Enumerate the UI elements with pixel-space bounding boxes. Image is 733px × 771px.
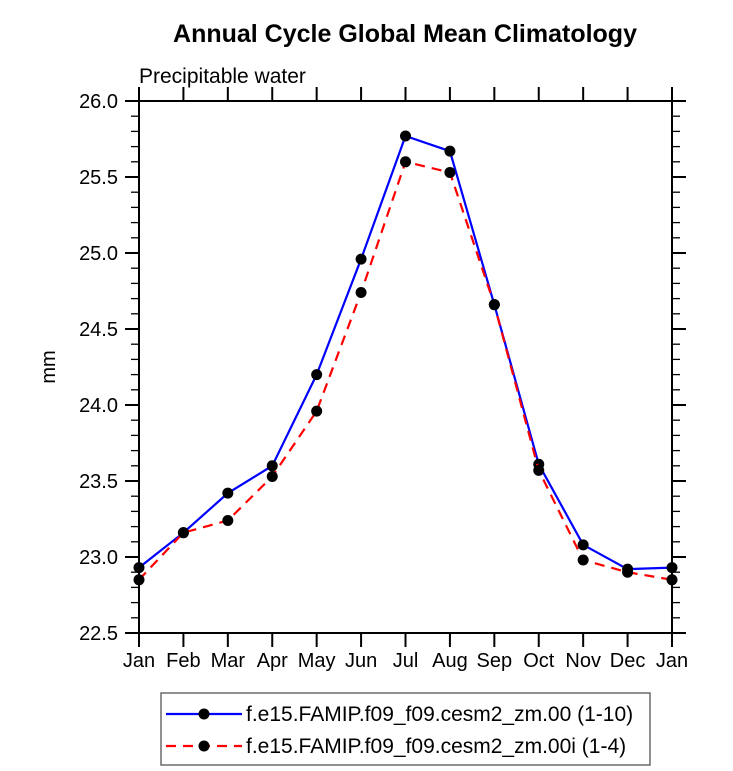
x-tick-label: Jan — [656, 650, 688, 672]
series-line-1 — [138, 160, 673, 581]
series-1-marker — [355, 287, 367, 299]
x-tick-label: Jan — [123, 650, 155, 672]
y-tick-label: 24.5 — [79, 319, 118, 341]
x-tick-label: Jun — [345, 650, 377, 672]
series-0-marker — [400, 130, 411, 142]
x-tick-label: Nov — [565, 650, 601, 672]
series-1-marker — [266, 470, 278, 482]
x-tick-label: May — [298, 650, 336, 672]
series-1-marker — [533, 464, 545, 476]
chart-subtitle: Precipitable water — [139, 65, 306, 88]
series-0-marker — [444, 145, 456, 157]
x-tick-label: Dec — [610, 650, 646, 672]
series-1-marker — [666, 574, 678, 586]
legend-marker-1 — [198, 740, 210, 752]
series-1-marker — [488, 299, 500, 311]
legend-group: f.e15.FAMIP.f09_f09.cesm2_zm.00 (1-10) f.… — [160, 692, 651, 766]
series-0-marker — [355, 253, 367, 265]
series-1-marker — [622, 566, 634, 578]
y-tick-label: 26.0 — [79, 91, 118, 113]
series-1-marker — [222, 515, 234, 527]
series-0-marker — [133, 562, 145, 574]
series-1-marker — [133, 574, 145, 586]
plot-box — [138, 100, 673, 634]
x-tick-label: Jul — [393, 650, 419, 672]
y-tick-label: 23.0 — [79, 547, 118, 569]
series-line-0 — [138, 134, 673, 571]
x-tick-label: Oct — [523, 650, 555, 672]
y-axis-label: mm — [38, 350, 60, 383]
series-group — [133, 130, 678, 586]
series-0-marker — [222, 487, 234, 499]
y-tick-label: 25.0 — [79, 243, 118, 265]
legend-label-1: f.e15.FAMIP.f09_f09.cesm2_zm.00i (1-4) — [246, 735, 626, 758]
legend-label-0: f.e15.FAMIP.f09_f09.cesm2_zm.00 (1-10) — [246, 703, 633, 726]
x-tick-label: Aug — [432, 650, 468, 672]
series-1-marker — [177, 527, 189, 539]
series-0-marker — [666, 562, 678, 574]
x-tick-label: Mar — [211, 650, 246, 672]
axes-group: 22.5 23.0 23.5 24.0 24.5 25.0 25.5 26.0 Jan Feb Ma… — [79, 87, 688, 672]
series-1-marker — [400, 156, 411, 168]
series-0-marker — [577, 539, 589, 551]
y-tick-label: 24.0 — [79, 395, 118, 417]
series-1-marker — [311, 405, 323, 417]
y-tick-label: 22.5 — [79, 623, 118, 645]
y-tick-label: 23.5 — [79, 471, 118, 493]
series-0-marker — [311, 369, 323, 381]
x-tick-label: Apr — [257, 650, 288, 672]
series-1-marker — [577, 554, 589, 566]
legend-box — [160, 692, 651, 766]
chart-title: Annual Cycle Global Mean Climatology — [173, 20, 637, 48]
series-0-marker — [266, 460, 278, 472]
series-1-marker — [444, 166, 456, 178]
y-tick-label: 25.5 — [79, 167, 118, 189]
legend-marker-0 — [198, 708, 210, 720]
x-tick-label: Feb — [166, 650, 200, 672]
x-tick-label: Sep — [477, 650, 513, 672]
